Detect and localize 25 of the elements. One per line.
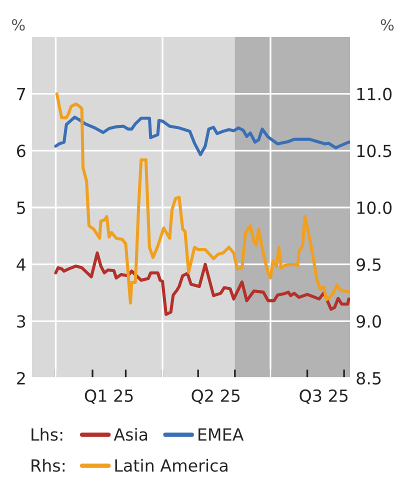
y2-tick-label: 9.0 [356,315,381,328]
y-tick-label: 5 [17,202,25,214]
x-tick-label: Q2 25 [192,389,240,404]
x-tick-label: Q3 25 [300,389,348,404]
y2-tick-label: 10.5 [357,144,392,158]
y-tick-label: 6 [17,144,26,158]
legend-label: Asia [114,428,148,441]
y-tick-label: 3 [17,315,26,328]
text: Rhs: [32,458,64,472]
y-axis-title: % [12,19,25,31]
y2-tick-label: 10.0 [357,201,392,214]
x-tick-label: Q1 25 [84,389,133,404]
legend-label: Latin America [115,458,228,472]
y2-tick-label: 9.5 [356,258,381,271]
line-series [54,251,350,316]
y2-axis-title: % [380,19,394,31]
line-series [54,116,350,156]
text: Lhs: [32,428,62,441]
legend-label: EMEA [198,428,244,441]
line-series [55,92,350,305]
y-tick-label: 2 [17,372,25,384]
y-tick-label: 7 [17,88,26,100]
y-tick-label: 4 [16,258,26,271]
y2-tick-label: 8.5 [356,372,381,385]
y2-tick-label: 11.0 [357,88,392,100]
